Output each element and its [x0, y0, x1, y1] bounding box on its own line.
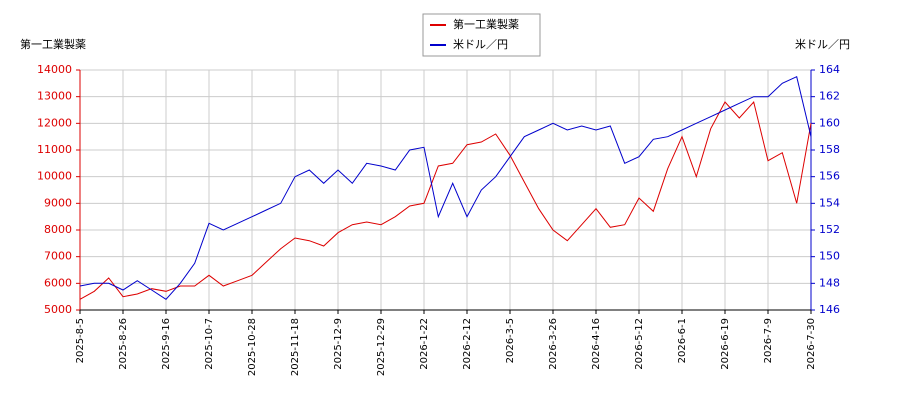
x-tick-label: 2026-5-12 — [634, 318, 645, 370]
x-tick-label: 2025-12-9 — [333, 318, 344, 370]
x-tick-label: 2026-6-19 — [720, 318, 731, 370]
legend-label: 米ドル／円 — [453, 38, 508, 51]
legend-box — [422, 13, 541, 57]
x-tick-label: 2025-9-16 — [161, 318, 172, 370]
x-tick-label: 2025-11-18 — [290, 318, 301, 376]
y-axis-label: 第一工業製薬 — [20, 37, 86, 51]
x-tick-label: 2025-10-7 — [204, 318, 215, 370]
y2-tick-label: 158 — [819, 143, 840, 156]
y2-tick-label: 152 — [819, 223, 840, 236]
series-line — [79, 100, 812, 300]
x-tick-label: 2026-2-12 — [462, 318, 473, 370]
y-tick-label: 6000 — [44, 276, 72, 289]
y-tick-label: 13000 — [37, 90, 72, 103]
y2-axis-label: 米ドル／円 — [795, 38, 850, 51]
y2-tick-label: 162 — [819, 90, 840, 103]
y-tick-label: 11000 — [37, 143, 72, 156]
x-tick-label: 2026-1-22 — [419, 318, 430, 370]
series-line — [79, 75, 812, 300]
x-tick-label: 2026-3-5 — [505, 318, 516, 363]
y2-tick-label: 150 — [819, 250, 840, 263]
y-tick-label: 12000 — [37, 116, 72, 129]
x-tick-label: 2025-8-26 — [118, 318, 129, 370]
y2-tick-label: 164 — [819, 63, 840, 76]
y2-tick-label: 160 — [819, 116, 840, 129]
y-tick-label: 5000 — [44, 303, 72, 316]
x-tick-label: 2025-12-29 — [376, 318, 387, 376]
x-tick-label: 2026-7-30 — [806, 318, 817, 370]
y2-tick-label: 146 — [819, 303, 840, 316]
x-tick-label: 2026-4-16 — [591, 318, 602, 370]
y-tick-label: 7000 — [44, 250, 72, 263]
y-tick-label: 9000 — [44, 196, 72, 209]
x-tick-label: 2026-7-9 — [763, 318, 774, 363]
y-tick-label: 14000 — [37, 63, 72, 76]
y2-tick-label: 154 — [819, 196, 840, 209]
x-tick-label: 2025-10-28 — [247, 318, 258, 376]
y-tick-label: 10000 — [37, 170, 72, 183]
x-tick-label: 2025-8-5 — [75, 318, 86, 363]
legend-label: 第一工業製薬 — [453, 17, 519, 31]
x-tick-label: 2026-6-1 — [677, 318, 688, 363]
y-tick-label: 8000 — [44, 223, 72, 236]
y2-tick-label: 156 — [819, 170, 840, 183]
x-tick-label: 2026-3-26 — [548, 318, 559, 370]
y2-tick-label: 148 — [819, 276, 840, 289]
